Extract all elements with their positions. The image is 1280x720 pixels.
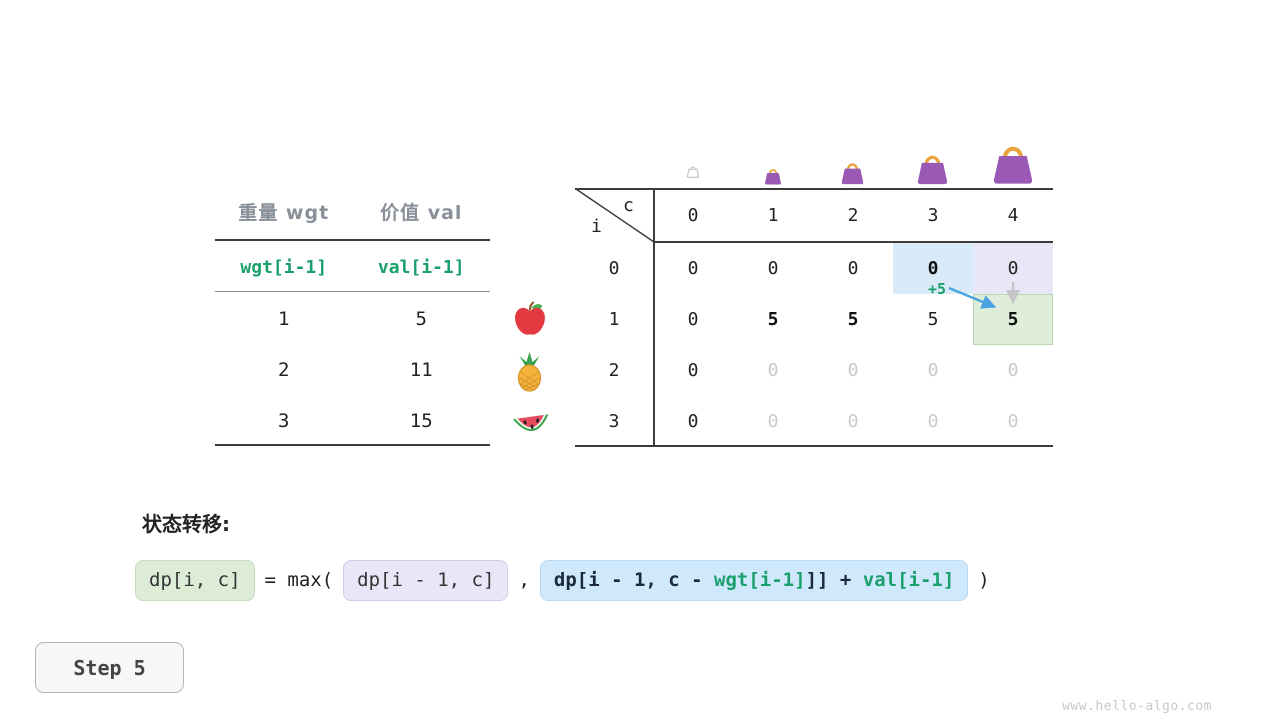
formula-take-mid: ]] + bbox=[805, 569, 863, 591]
pineapple-icon bbox=[511, 352, 551, 392]
dp-vertical-line bbox=[653, 188, 655, 447]
dp-cell-1-4-current: 5 bbox=[973, 294, 1053, 345]
corner-diagonal-line bbox=[575, 188, 655, 243]
bag-icon-capacity-2 bbox=[839, 159, 866, 189]
divider bbox=[215, 239, 490, 241]
formula-keep-option: dp[i - 1, c] bbox=[343, 560, 509, 601]
dp-col-header-3: 3 bbox=[927, 205, 939, 226]
bag-icon-capacity-3 bbox=[914, 150, 951, 189]
item-1-weight: 1 bbox=[278, 308, 290, 330]
dp-cell-0-0: 0 bbox=[687, 258, 699, 279]
items-code-row: wgt[i-1] val[i-1] bbox=[215, 246, 490, 288]
dp-cell-2-4: 0 bbox=[1007, 360, 1019, 381]
item-2-weight: 2 bbox=[278, 359, 290, 381]
divider bbox=[215, 291, 490, 292]
transition-value-annotation: +5 bbox=[927, 280, 947, 298]
dp-cell-3-0: 0 bbox=[687, 411, 699, 432]
step-badge: Step 5 bbox=[35, 642, 184, 693]
dp-cell-2-2: 0 bbox=[847, 360, 859, 381]
watermark: www.hello-algo.com bbox=[1062, 699, 1212, 714]
corner-label-c: c bbox=[623, 195, 634, 216]
formula-take-val: val[i-1] bbox=[862, 569, 955, 591]
formula-equals-max: = max( bbox=[264, 569, 334, 592]
dp-table: 0 0 0 0 0 0 5 5 5 5 0 0 0 0 0 0 0 0 0 0 … bbox=[575, 188, 1053, 447]
state-transition-formula: dp[i, c] = max( dp[i - 1, c] , dp[i - 1,… bbox=[135, 560, 990, 601]
dp-cell-3-4: 0 bbox=[1007, 411, 1019, 432]
formula-take-wgt: wgt[i-1] bbox=[714, 569, 806, 591]
items-code-wgt: wgt[i-1] bbox=[240, 256, 328, 278]
item-1-value: 5 bbox=[415, 308, 427, 330]
items-header-weight: 重量 wgt bbox=[238, 201, 330, 224]
bag-icon-capacity-1 bbox=[763, 166, 783, 189]
dp-cell-0-4-source-keep: 0 bbox=[973, 243, 1053, 294]
items-code-val: val[i-1] bbox=[377, 256, 465, 278]
formula-comma: , bbox=[518, 569, 530, 592]
dp-cell-1-1: 5 bbox=[767, 309, 779, 330]
bag-icon-capacity-4 bbox=[989, 139, 1037, 189]
corner-label-i: i bbox=[591, 216, 602, 237]
items-header-row: 重量 wgt 价值 val bbox=[215, 190, 490, 232]
dp-cell-3-3: 0 bbox=[927, 411, 939, 432]
dp-cell-0-3-source-take: 0 bbox=[893, 243, 973, 294]
items-table: 重量 wgt 价值 val wgt[i-1] val[i-1] 1 5 2 11… bbox=[215, 190, 490, 446]
dp-cell-3-2: 0 bbox=[847, 411, 859, 432]
formula-take-option: dp[i - 1, c - wgt[i-1]]] + val[i-1] bbox=[539, 560, 969, 601]
dp-row-header-2: 2 bbox=[608, 360, 620, 381]
divider bbox=[215, 444, 490, 446]
dp-cell-1-0: 0 bbox=[687, 309, 699, 330]
dp-top-border bbox=[575, 188, 1053, 190]
dp-row-header-0: 0 bbox=[608, 258, 620, 279]
dp-cell-2-1: 0 bbox=[767, 360, 779, 381]
dp-cell-1-2: 5 bbox=[847, 309, 859, 330]
dp-col-header-1: 1 bbox=[767, 205, 779, 226]
item-3-weight: 3 bbox=[278, 410, 290, 432]
dp-cell-0-2: 0 bbox=[847, 258, 859, 279]
dp-col-header-2: 2 bbox=[847, 205, 859, 226]
dp-cell-3-1: 0 bbox=[767, 411, 779, 432]
formula-close-paren: ) bbox=[978, 569, 990, 592]
dp-cell-2-3: 0 bbox=[927, 360, 939, 381]
bag-icon-capacity-0 bbox=[686, 163, 700, 182]
state-transition-label: 状态转移: bbox=[142, 512, 230, 536]
item-2-value: 11 bbox=[409, 359, 433, 381]
dp-row-header-1: 1 bbox=[608, 309, 620, 330]
item-3-value: 15 bbox=[409, 410, 433, 432]
dp-col-header-4: 4 bbox=[1007, 205, 1019, 226]
watermelon-icon bbox=[511, 404, 551, 444]
formula-take-prefix: dp[i - 1, c - bbox=[553, 569, 715, 591]
dp-cell-2-0: 0 bbox=[687, 360, 699, 381]
dp-col-header-0: 0 bbox=[687, 205, 699, 226]
items-row-2: 2 11 bbox=[215, 349, 490, 391]
items-row-1: 1 5 bbox=[215, 298, 490, 340]
apple-icon bbox=[511, 300, 551, 340]
dp-row-header-3: 3 bbox=[608, 411, 620, 432]
dp-cell-0-1: 0 bbox=[767, 258, 779, 279]
formula-current-cell: dp[i, c] bbox=[135, 560, 255, 601]
dp-cell-1-3: 5 bbox=[927, 309, 939, 330]
dp-bottom-border bbox=[575, 445, 1053, 447]
items-row-3: 3 15 bbox=[215, 400, 490, 442]
dp-header-underline bbox=[653, 241, 1053, 243]
items-header-value: 价值 val bbox=[380, 201, 463, 224]
